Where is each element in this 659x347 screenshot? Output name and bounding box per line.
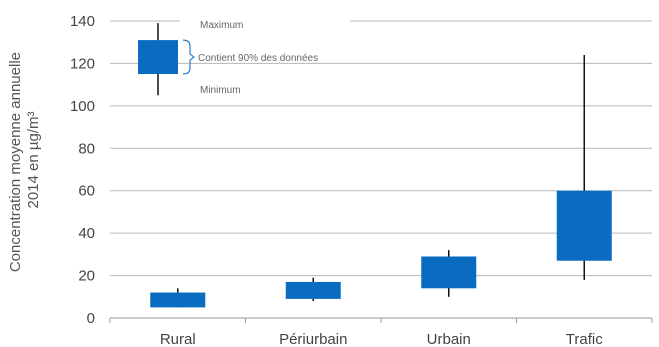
- x-category-label: Rural: [160, 331, 196, 347]
- legend-label-box: Contient 90% des données: [198, 53, 318, 64]
- y-tick-label: 20: [78, 268, 95, 285]
- x-category-label: Périurbain: [279, 331, 347, 347]
- boxes: [150, 54, 612, 308]
- y-tick-label: 40: [78, 225, 95, 242]
- x-axis-categories: Rural Périurbain Urbain Trafic: [109, 318, 653, 347]
- legend-mask: [180, 15, 350, 27]
- legend-sample: Maximum Contient 90% des données Minimum: [138, 15, 350, 96]
- y-tick-label: 120: [70, 55, 95, 72]
- box: [150, 292, 206, 308]
- y-axis-label-line2: 2014 en µg/m³: [25, 111, 42, 208]
- x-category-label: Urbain: [427, 331, 471, 347]
- legend-label-max: Maximum: [200, 20, 243, 31]
- y-axis-label: Concentration moyenne annuelle 2014 en µ…: [7, 48, 42, 272]
- y-tick-label: 80: [78, 140, 95, 157]
- y-axis-label-line1: Concentration moyenne annuelle: [7, 52, 24, 272]
- y-tick-label: 140: [70, 13, 95, 30]
- legend-label-min: Minimum: [200, 85, 241, 96]
- box: [421, 256, 477, 289]
- box: [285, 281, 341, 299]
- legend-bracket: [182, 39, 195, 75]
- x-category-label: Trafic: [566, 331, 603, 347]
- gridlines: [110, 20, 652, 319]
- legend-box: [138, 40, 178, 75]
- y-tick-label: 60: [78, 183, 95, 200]
- y-axis-ticks: 0 20 40 60 80 100 120 140: [70, 13, 95, 327]
- y-tick-label: 0: [87, 310, 95, 327]
- y-tick-label: 100: [70, 98, 95, 115]
- box: [556, 190, 612, 261]
